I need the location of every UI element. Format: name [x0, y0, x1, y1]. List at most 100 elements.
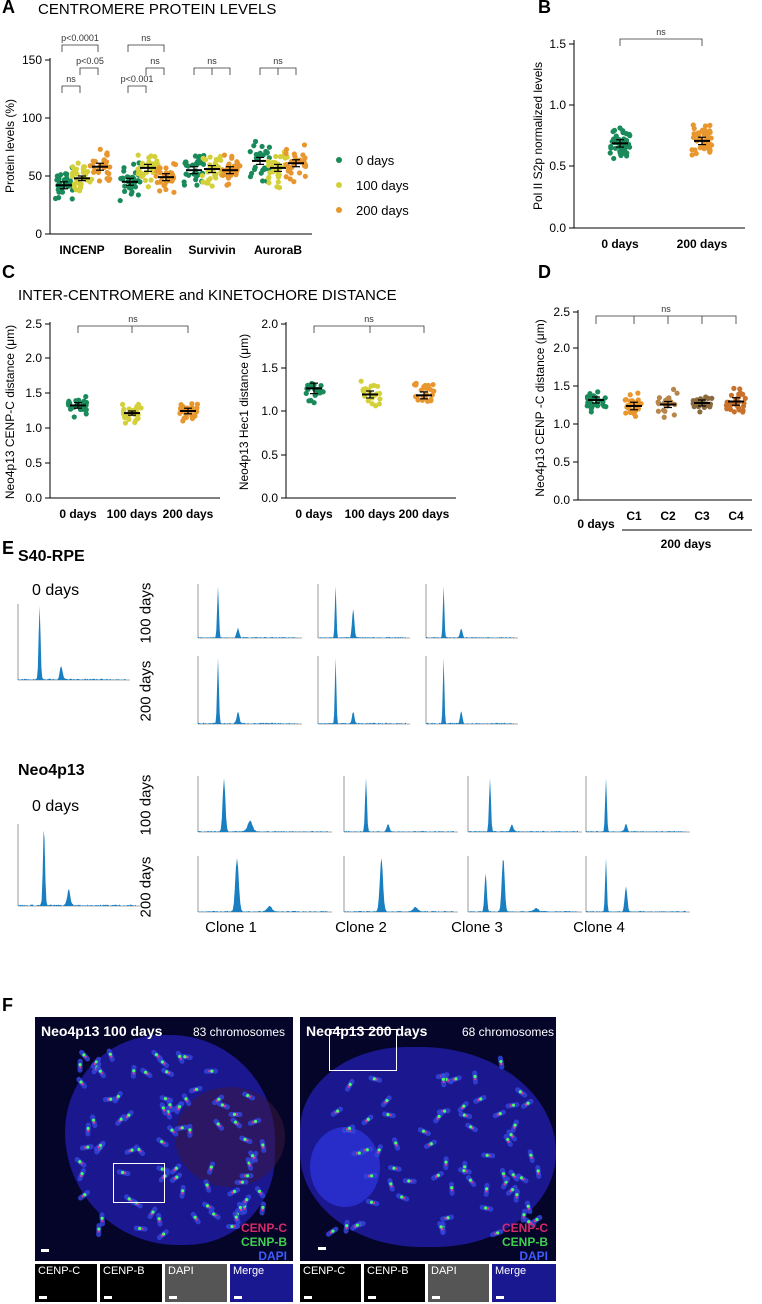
panel-a-ylabel: Protein levels (%) [3, 99, 17, 193]
cenp-c-spot [494, 1232, 497, 1235]
cenp-c-spot [181, 1192, 184, 1195]
chromosome [122, 1110, 134, 1122]
chromosome [481, 1152, 496, 1159]
chromosome [226, 1224, 240, 1229]
chromosome [93, 1140, 106, 1152]
chromosome [259, 1201, 266, 1216]
cenp-c-spot [355, 1152, 359, 1155]
chromosome [361, 1114, 374, 1126]
panel-a-1-0-point [117, 197, 123, 204]
chromosome [506, 1129, 518, 1142]
panel-d-3-point [697, 409, 703, 415]
chromosome [212, 1094, 225, 1106]
cenp-c-spot [346, 1128, 349, 1131]
panel-b-0-point [617, 125, 623, 131]
panel-e-clone-3: Clone 3 [451, 919, 503, 936]
tile-label: CENP-C [303, 1265, 346, 1277]
cenp-c-spot [243, 1207, 246, 1210]
chromosome [179, 1184, 186, 1199]
cenp-b-spot [357, 1151, 361, 1155]
cenp-c-spot [395, 1144, 398, 1147]
flow-histogram [197, 776, 332, 833]
cenp-b-spot [137, 1147, 141, 1152]
cenp-c-spot [161, 1176, 165, 1179]
chromosome [239, 1173, 254, 1179]
cenp-c-spot [206, 1186, 210, 1189]
panel-a-3-2-point [285, 164, 291, 170]
cenp-b-spot [499, 1059, 503, 1064]
cenp-c-spot [470, 1180, 474, 1184]
cenp-b-spot [400, 1195, 404, 1199]
cenp-b-spot [345, 1224, 349, 1228]
cenp-c-spot [444, 1163, 448, 1166]
chromosome [374, 1144, 383, 1158]
panel-a-1-2-point [157, 188, 163, 194]
cenp-b-spot [386, 1113, 390, 1117]
cenp-c-spot [513, 1175, 517, 1178]
chromosome [174, 1101, 184, 1115]
cenp-c-spot [261, 1208, 264, 1212]
chromosome [96, 1223, 102, 1238]
panel-a-1-1-point [140, 161, 147, 168]
cenp-b-spot [436, 1173, 440, 1177]
cenp-c-spot [444, 1217, 447, 1220]
cenp-c-spot [334, 1111, 337, 1114]
cenp-c-spot [390, 1185, 393, 1188]
panel-c-left-2-point [180, 418, 186, 424]
cenp-b-spot [454, 1077, 458, 1081]
chromosome [431, 1171, 444, 1181]
panel-a-1-0-point [135, 192, 141, 198]
panel-b-0-point [611, 155, 617, 162]
panel-b-1-point [689, 152, 695, 158]
chromosome [79, 1144, 94, 1151]
cenp-c-spot [92, 1121, 96, 1124]
panel-a-3-2-point [300, 152, 306, 158]
cenp-b-spot [79, 1080, 83, 1084]
panel-a-1-1-point [145, 184, 151, 190]
cenp-b-spot [527, 1220, 531, 1224]
panel-c-right-sig: ns [364, 314, 374, 324]
panel-a-1-2-point [171, 189, 177, 195]
cenp-b-spot [165, 1070, 169, 1074]
panel-a-cat-incenp: INCENP [59, 243, 104, 257]
cenp-c-spot [259, 1192, 263, 1195]
cenp-b-spot [109, 1097, 113, 1101]
chromosome [232, 1211, 241, 1225]
cenp-c-spot [195, 1218, 198, 1221]
chromosome [527, 1149, 535, 1164]
panel-a-legend-marker-2 [336, 207, 342, 213]
panel-d-ylabel: Neo4p13 CENP -C distance (μm) [533, 319, 547, 496]
cenp-c-spot [214, 1214, 217, 1217]
cenp-b-spot [162, 1232, 166, 1236]
cenp-c-spot [345, 1226, 348, 1230]
panel-a-2-0-point [182, 160, 188, 166]
panel-d-4-point [740, 407, 746, 414]
cenp-c-spot [84, 1055, 87, 1059]
cenp-c-spot [215, 1099, 219, 1103]
panel-c-left-ytick-4: 2.0 [25, 351, 42, 365]
panel-a-1-1-point [146, 155, 152, 161]
flow-histogram [317, 584, 410, 639]
cenp-c-spot [354, 1225, 357, 1228]
cenp-c-spot [252, 1156, 256, 1159]
cenp-b-spot [369, 1200, 374, 1204]
cenp-c-spot [86, 1129, 90, 1133]
cenp-b-spot [157, 1217, 161, 1221]
cenp-b-spot [132, 1069, 136, 1073]
panel-a-legend-1: 100 days [356, 178, 409, 193]
panel-a-0-0-point [64, 171, 70, 177]
panel-b-0-point [620, 129, 626, 136]
panel-a-0-0-point [56, 176, 62, 182]
chromosome [248, 1150, 259, 1163]
cenp-c-spot [427, 1143, 431, 1147]
cenp-c-spot [238, 1181, 242, 1184]
cenp-c-spot [262, 1146, 265, 1149]
panel-a-1-0-point [131, 161, 137, 167]
panel-b-1-point [692, 147, 698, 153]
chromosome [230, 1117, 243, 1129]
chromosome [77, 1058, 83, 1073]
cenp-b-spot [250, 1154, 255, 1158]
cenp-b-spot [519, 1176, 524, 1180]
cenp-b-spot [175, 1175, 179, 1179]
panel-b-1-point [702, 123, 709, 129]
